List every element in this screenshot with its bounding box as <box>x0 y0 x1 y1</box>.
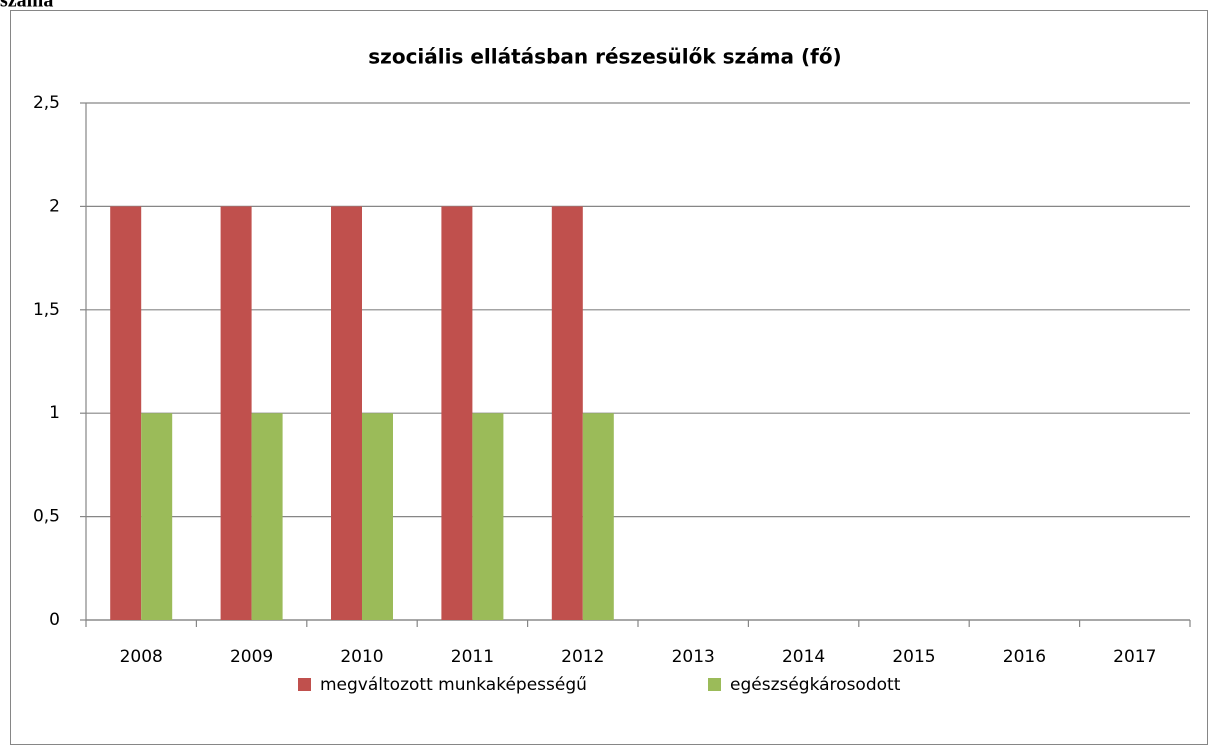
x-tick-label: 2012 <box>561 647 604 667</box>
x-tick-label: 2010 <box>340 647 383 667</box>
x-tick-label: 2008 <box>120 647 163 667</box>
bar <box>551 206 583 620</box>
chart-frame <box>10 10 1208 745</box>
y-tick-label: 1,5 <box>33 300 60 320</box>
y-tick-label: 0 <box>49 610 60 630</box>
x-tick-label: 2017 <box>1113 647 1156 667</box>
chart-title: szociális ellátásban részesülők száma (f… <box>368 45 841 69</box>
x-tick-label: 2011 <box>451 647 494 667</box>
bar <box>331 206 362 620</box>
bar <box>362 413 393 620</box>
y-tick-label: 0,5 <box>33 507 60 527</box>
y-tick-label: 2,5 <box>33 93 60 113</box>
bar <box>441 206 473 620</box>
legend-label: egészségkárosodott <box>730 675 901 695</box>
bar <box>472 413 504 620</box>
x-tick-label: 2009 <box>230 647 273 667</box>
y-tick-label: 2 <box>49 196 60 216</box>
x-tick-label: 2015 <box>892 647 935 667</box>
bar <box>220 206 252 620</box>
legend-swatch <box>708 678 721 691</box>
x-tick-label: 2014 <box>782 647 825 667</box>
legend-label: megváltozott munkaképességű <box>320 675 587 695</box>
bar <box>110 206 142 620</box>
legend-swatch <box>298 678 311 691</box>
bar <box>582 413 614 620</box>
y-tick-label: 1 <box>49 403 60 423</box>
x-tick-label: 2013 <box>672 647 715 667</box>
x-tick-label: 2016 <box>1003 647 1046 667</box>
bar <box>251 413 283 620</box>
bar <box>141 413 173 620</box>
heading: száma <box>0 0 53 12</box>
